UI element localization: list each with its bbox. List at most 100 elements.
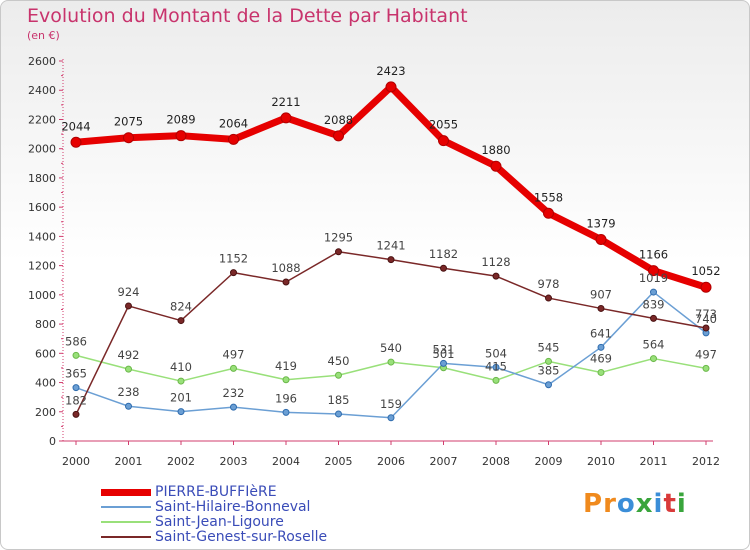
legend-label: Saint-Genest-sur-Roselle — [155, 529, 328, 545]
logo-letter: P — [583, 489, 604, 519]
data-label: 1152 — [219, 252, 248, 266]
data-label: 196 — [275, 391, 297, 405]
y-tick-label: 1000 — [28, 289, 56, 302]
x-tick-label: 2011 — [640, 455, 668, 468]
data-label: 469 — [590, 351, 612, 365]
data-label: 2075 — [114, 115, 143, 129]
data-label: 531 — [433, 342, 455, 356]
data-point — [492, 363, 500, 371]
data-label: 410 — [170, 360, 192, 374]
data-point — [490, 160, 502, 172]
data-label: 1880 — [481, 143, 510, 157]
x-tick-label: 2004 — [272, 455, 300, 468]
x-tick-label: 2010 — [587, 455, 615, 468]
data-label: 907 — [590, 287, 612, 301]
logo-letter: i — [676, 489, 687, 519]
x-tick-label: 2002 — [167, 455, 195, 468]
data-point — [545, 357, 552, 365]
data-label: 365 — [65, 367, 87, 381]
data-point — [282, 408, 290, 416]
data-label: 1182 — [429, 247, 458, 261]
legend-label: Saint-Jean-Ligoure — [155, 514, 284, 530]
data-point — [440, 359, 447, 367]
data-label: 2423 — [376, 64, 405, 78]
data-point — [72, 410, 80, 418]
proxiti-logo: Proxiti — [583, 489, 687, 519]
data-point — [440, 264, 447, 272]
data-label: 497 — [223, 347, 245, 361]
data-label: 415 — [485, 359, 507, 373]
y-tick-label: 800 — [35, 318, 56, 331]
data-label: 497 — [695, 347, 717, 361]
data-label: 1088 — [271, 261, 300, 275]
data-point — [228, 133, 239, 145]
data-point — [650, 355, 657, 363]
data-label: 504 — [485, 346, 507, 360]
data-point — [648, 265, 659, 277]
data-label: 924 — [118, 285, 140, 299]
data-label: 182 — [65, 393, 87, 407]
data-point — [543, 207, 554, 219]
data-point — [385, 81, 397, 93]
data-point — [70, 136, 82, 148]
data-point — [492, 376, 500, 384]
data-label: 740 — [695, 312, 717, 326]
x-tick-label: 2007 — [430, 455, 458, 468]
data-point — [492, 272, 500, 280]
data-label: 1128 — [481, 255, 510, 269]
x-tick-label: 2006 — [377, 455, 405, 468]
data-label: 564 — [643, 338, 665, 352]
data-label: 501 — [433, 347, 455, 361]
logo-letter: o — [616, 489, 636, 519]
data-label: 232 — [223, 386, 245, 400]
data-point — [702, 364, 710, 372]
data-point — [177, 408, 185, 416]
y-tick-label: 1800 — [28, 172, 56, 185]
x-tick-label: 2001 — [115, 455, 143, 468]
data-label: 419 — [275, 359, 297, 373]
data-label: 2089 — [166, 113, 195, 127]
data-label: 1166 — [639, 248, 668, 262]
y-tick-label: 2200 — [28, 113, 56, 126]
data-point — [280, 112, 292, 124]
data-label: 586 — [65, 334, 87, 348]
logo-letter: i — [653, 489, 664, 519]
data-point — [545, 381, 552, 389]
legend-label: Saint-Hilaire-Bonneval — [155, 499, 311, 515]
data-label: 1241 — [376, 239, 405, 253]
data-point — [335, 371, 342, 379]
y-tick-label: 0 — [49, 435, 56, 448]
data-label: 545 — [538, 340, 560, 354]
data-point — [125, 402, 132, 410]
y-tick-label: 2600 — [28, 55, 56, 68]
data-label: 1052 — [691, 264, 720, 278]
data-point — [387, 256, 395, 264]
y-tick-label: 1600 — [28, 201, 56, 214]
data-point — [125, 365, 132, 373]
legend-label: PIERRE-BUFFIèRE — [155, 484, 277, 500]
legend-swatch — [101, 521, 151, 523]
data-label: 2055 — [429, 118, 458, 132]
data-point — [545, 294, 552, 302]
data-label: 159 — [380, 397, 402, 411]
data-label: 641 — [590, 326, 612, 340]
data-point — [282, 278, 290, 286]
data-label: 185 — [328, 393, 350, 407]
data-point — [597, 304, 605, 312]
data-point — [230, 364, 237, 372]
data-label: 1019 — [639, 271, 668, 285]
data-point — [333, 130, 344, 142]
data-point — [125, 302, 132, 310]
data-label: 385 — [538, 364, 560, 378]
data-point — [230, 403, 237, 411]
x-tick-label: 2008 — [482, 455, 510, 468]
data-label: 1379 — [586, 216, 615, 230]
data-label: 773 — [695, 307, 717, 321]
data-label: 238 — [118, 385, 140, 399]
data-point — [700, 281, 712, 293]
y-tick-label: 2400 — [28, 84, 56, 97]
y-tick-label: 2000 — [28, 143, 56, 156]
legend-swatch — [101, 536, 151, 538]
data-point — [282, 376, 290, 384]
